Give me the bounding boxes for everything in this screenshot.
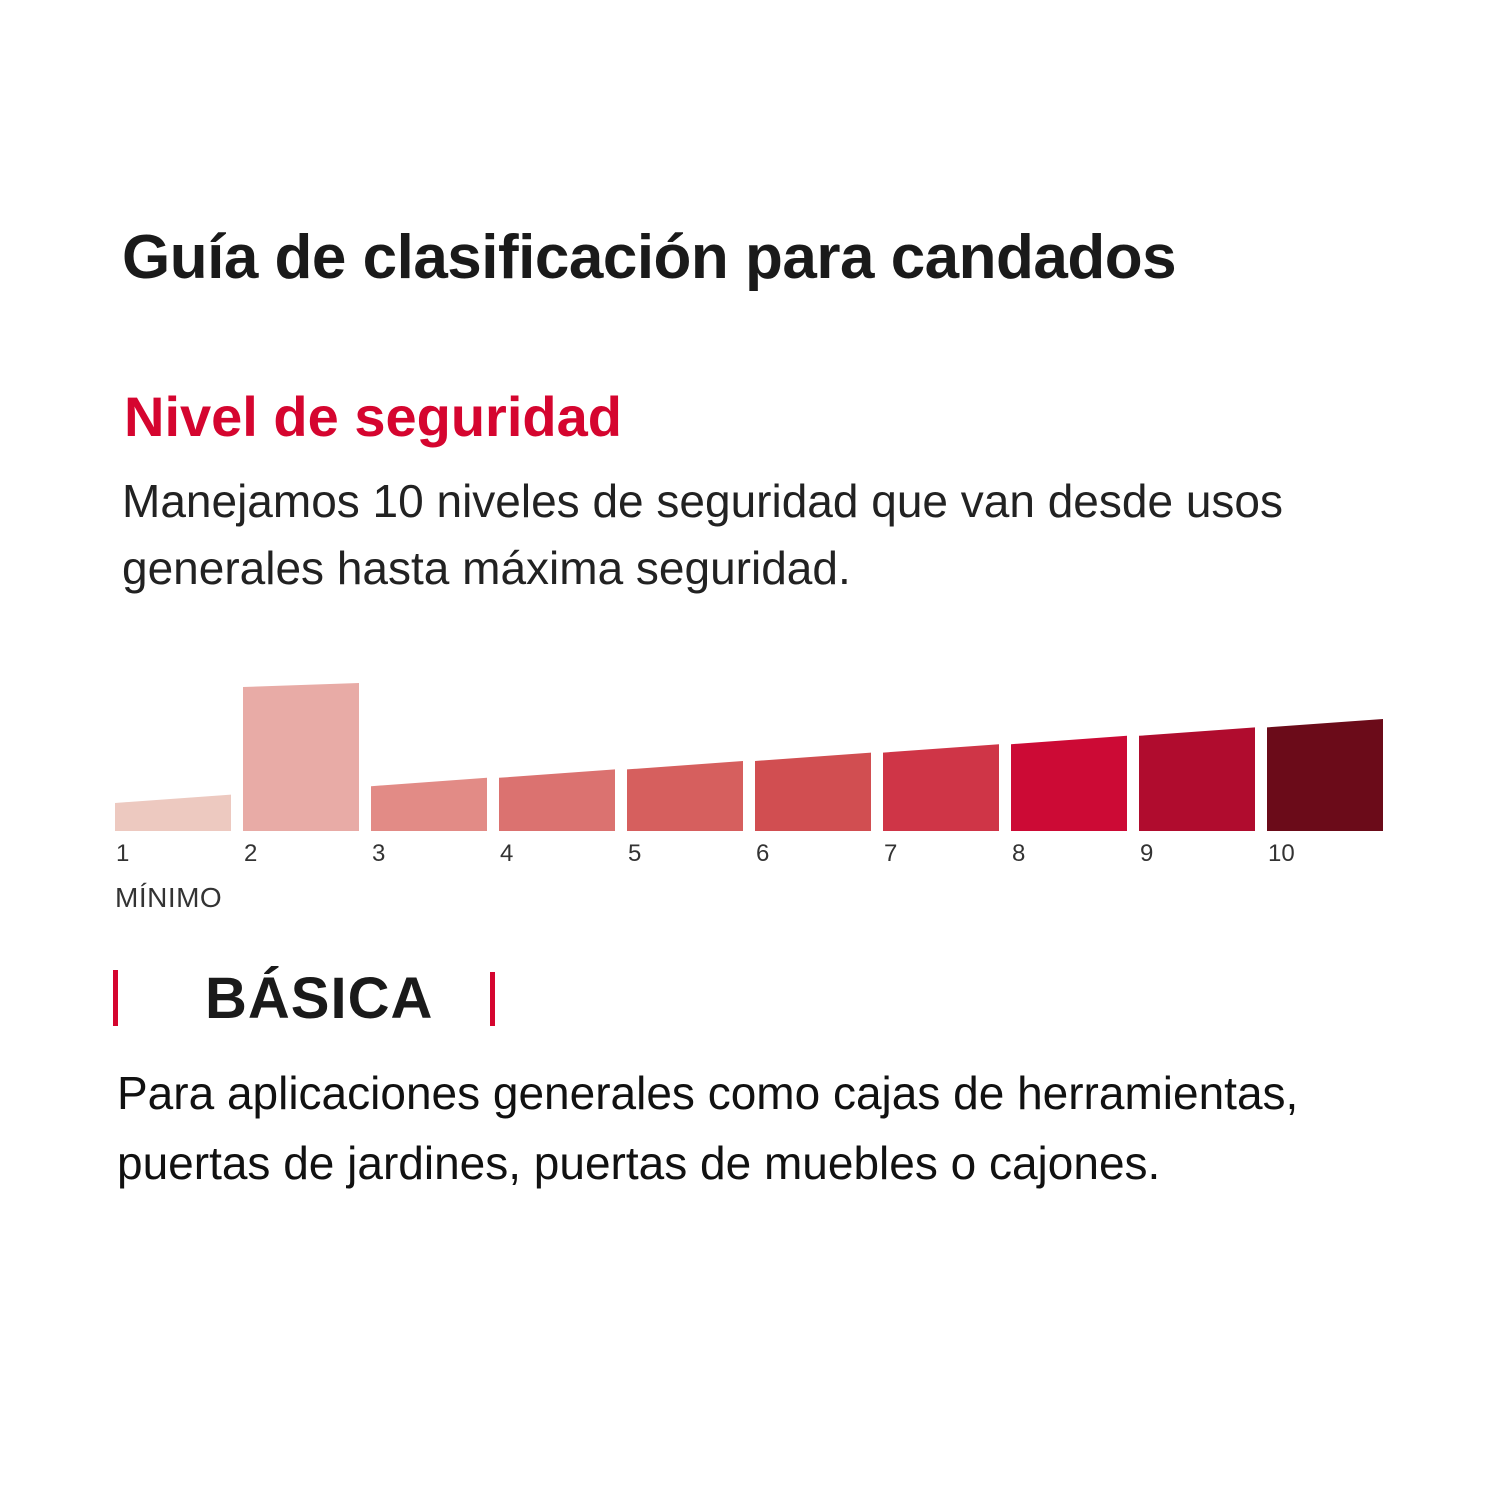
- level-bar-3: [371, 777, 487, 831]
- level-tick-7: 7: [884, 840, 898, 867]
- level-bar-5: [627, 761, 743, 831]
- level-tick-6: 6: [756, 840, 770, 867]
- security-level-scale: 1 2 3 4 5 6 7 8 9 10 MÍNIMO: [0, 660, 1500, 930]
- level-tick-10: 10: [1268, 840, 1295, 867]
- level-heading: BÁSICA: [113, 966, 498, 1031]
- level-bar-10: [1267, 719, 1383, 831]
- level-tick-1: 1: [116, 840, 130, 867]
- page-title: Guía de clasificación para candados: [122, 223, 1177, 292]
- level-bar-6: [755, 752, 871, 831]
- intro-text: Manejamos 10 niveles de seguridad que va…: [122, 475, 1283, 594]
- minimum-label: MÍNIMO: [115, 882, 223, 913]
- level-bar-7: [883, 744, 999, 831]
- level-bar-4: [499, 769, 615, 831]
- right-bracket-mark: [490, 972, 495, 1026]
- level-description: Para aplicaciones generales como cajas d…: [117, 1067, 1299, 1189]
- level-tick-2: 2: [244, 840, 258, 867]
- level-bar-8: [1011, 735, 1127, 831]
- level-name: BÁSICA: [205, 966, 434, 1031]
- left-bracket-mark: [113, 970, 118, 1026]
- level-bar-9: [1139, 727, 1255, 831]
- level-tick-9: 9: [1140, 840, 1154, 867]
- level-tick-5: 5: [628, 840, 642, 867]
- level-bar-1: [115, 794, 231, 831]
- level-tick-4: 4: [500, 840, 514, 867]
- level-tick-3: 3: [372, 840, 386, 867]
- section-subtitle: Nivel de seguridad: [124, 385, 622, 448]
- level-bar-2: [243, 683, 359, 831]
- security-level-bars: [115, 683, 1383, 831]
- level-tick-8: 8: [1012, 840, 1026, 867]
